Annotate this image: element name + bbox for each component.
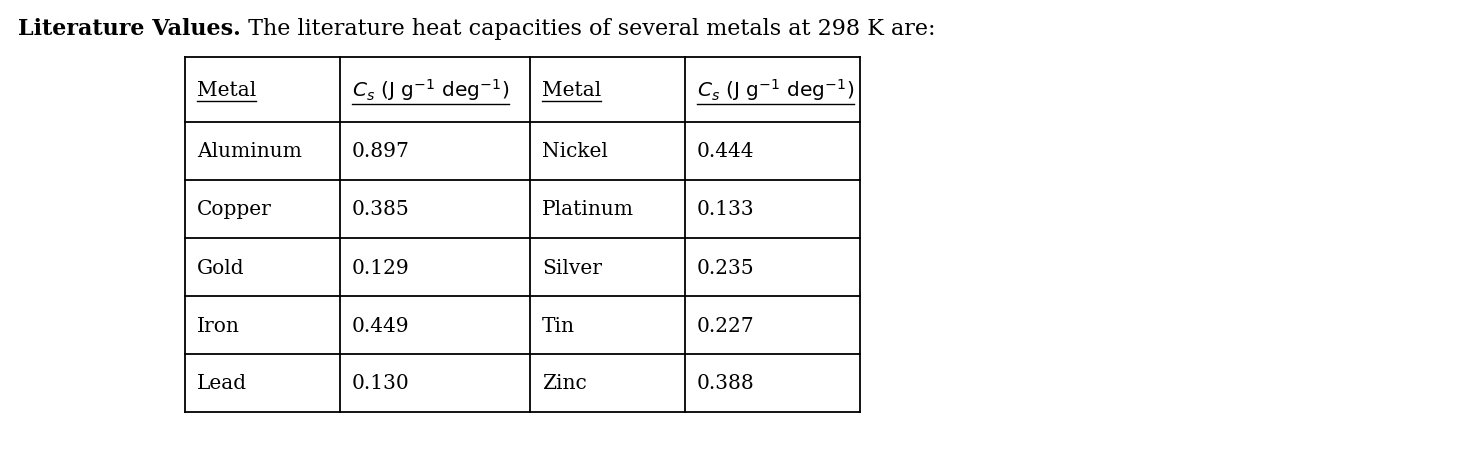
Text: The literature heat capacities of several metals at 298 K are:: The literature heat capacities of severa… bbox=[240, 18, 935, 40]
Text: $C_s\ \mathrm{(J\ g^{-1}\ deg^{-1})}$: $C_s\ \mathrm{(J\ g^{-1}\ deg^{-1})}$ bbox=[351, 77, 509, 103]
Text: Metal: Metal bbox=[542, 81, 602, 100]
Text: Zinc: Zinc bbox=[542, 374, 587, 393]
Text: Tin: Tin bbox=[542, 316, 575, 335]
Text: Lead: Lead bbox=[198, 374, 247, 393]
Text: 0.449: 0.449 bbox=[351, 316, 410, 335]
Text: 0.227: 0.227 bbox=[697, 316, 754, 335]
Text: 0.133: 0.133 bbox=[697, 200, 754, 219]
Text: Nickel: Nickel bbox=[542, 142, 608, 161]
Text: Metal: Metal bbox=[198, 81, 256, 100]
Text: Copper: Copper bbox=[198, 200, 272, 219]
Text: Iron: Iron bbox=[198, 316, 240, 335]
Text: 0.235: 0.235 bbox=[697, 258, 754, 277]
Text: $C_s\ \mathrm{(J\ g^{-1}\ deg^{-1})}$: $C_s\ \mathrm{(J\ g^{-1}\ deg^{-1})}$ bbox=[697, 77, 854, 103]
Text: 0.388: 0.388 bbox=[697, 374, 755, 393]
Text: 0.129: 0.129 bbox=[351, 258, 410, 277]
Text: 0.130: 0.130 bbox=[351, 374, 410, 393]
Text: Gold: Gold bbox=[198, 258, 244, 277]
Text: Silver: Silver bbox=[542, 258, 602, 277]
Text: Platinum: Platinum bbox=[542, 200, 634, 219]
Text: Literature Values.: Literature Values. bbox=[18, 18, 240, 40]
Text: 0.385: 0.385 bbox=[351, 200, 410, 219]
Text: Aluminum: Aluminum bbox=[198, 142, 302, 161]
Text: 0.897: 0.897 bbox=[351, 142, 410, 161]
Text: 0.444: 0.444 bbox=[697, 142, 754, 161]
